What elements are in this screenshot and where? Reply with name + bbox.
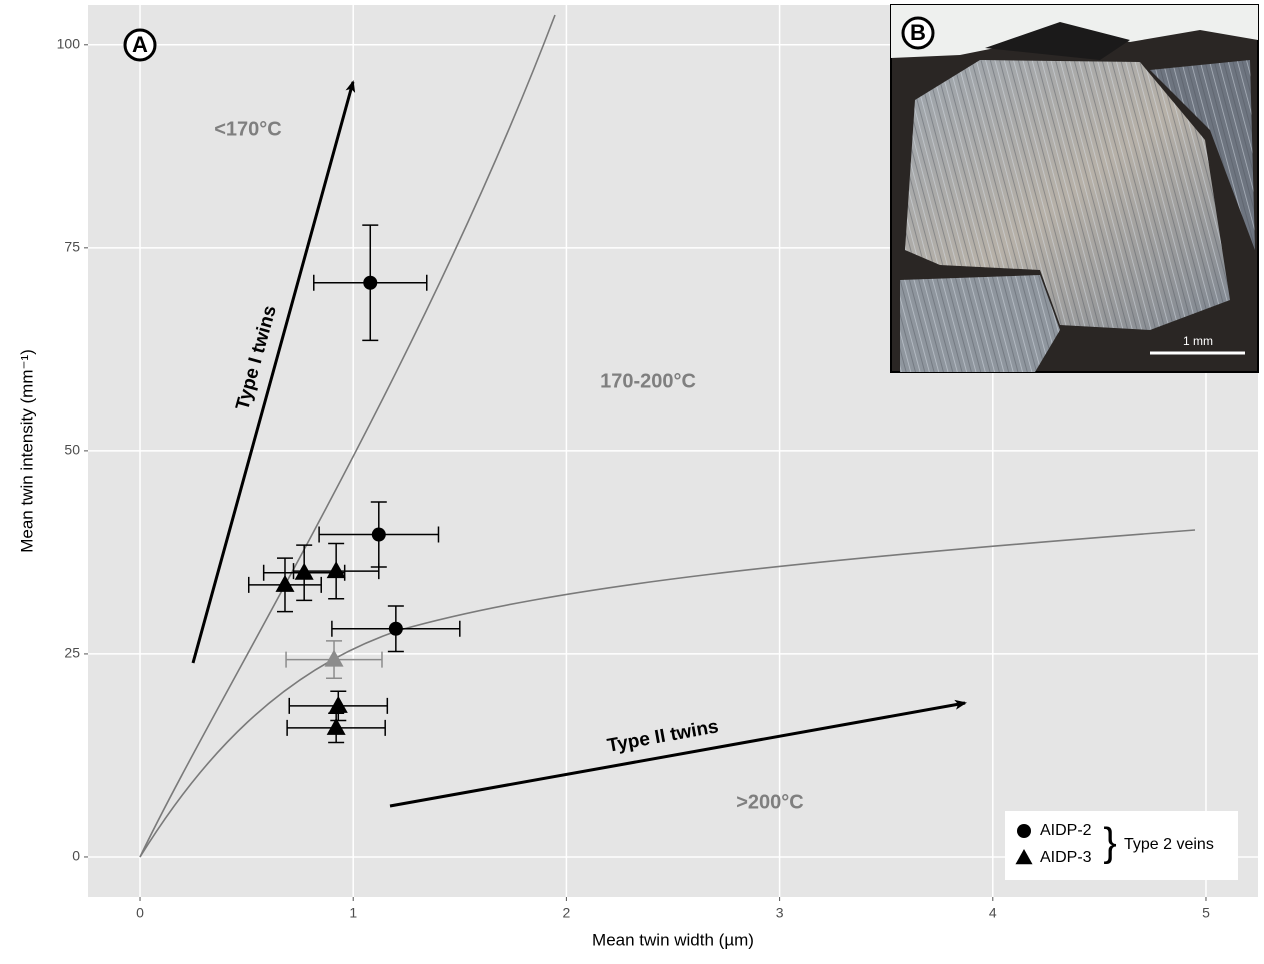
point xyxy=(389,622,403,636)
scale-bar-label: 1 mm xyxy=(1183,334,1213,348)
x-tick-label: 4 xyxy=(989,905,997,921)
point xyxy=(372,528,386,542)
panel-label: A xyxy=(132,32,148,57)
panel-label: B xyxy=(910,20,926,45)
y-tick-label: 0 xyxy=(72,848,80,864)
x-tick-label: 0 xyxy=(136,905,144,921)
chart: <170°C 170-200°C >200°C Type I twins Typ… xyxy=(0,0,1264,959)
point xyxy=(363,276,377,290)
x-tick-label: 2 xyxy=(563,905,571,921)
y-axis-title: Mean twin intensity (mm⁻¹) xyxy=(17,349,36,553)
y-tick-label: 25 xyxy=(64,645,80,661)
y-tick-label: 75 xyxy=(64,239,80,255)
legend-label: AIDP-3 xyxy=(1040,849,1092,866)
annotation: <170°C xyxy=(214,118,282,140)
y-tick-label: 50 xyxy=(64,442,80,458)
y-tick-label: 100 xyxy=(57,35,81,51)
legend-label: AIDP-2 xyxy=(1040,822,1092,839)
inset-photo xyxy=(891,5,1258,372)
x-axis-title: Mean twin width (µm) xyxy=(592,930,754,949)
x-tick-label: 3 xyxy=(776,905,784,921)
annotation: >200°C xyxy=(736,791,804,813)
x-tick-label: 5 xyxy=(1202,905,1210,921)
legend-brace: } xyxy=(1103,821,1116,865)
x-tick-label: 1 xyxy=(349,905,357,921)
legend-marker xyxy=(1017,824,1031,838)
annotation: 170-200°C xyxy=(600,370,696,392)
legend-group: Type 2 veins xyxy=(1124,836,1214,853)
